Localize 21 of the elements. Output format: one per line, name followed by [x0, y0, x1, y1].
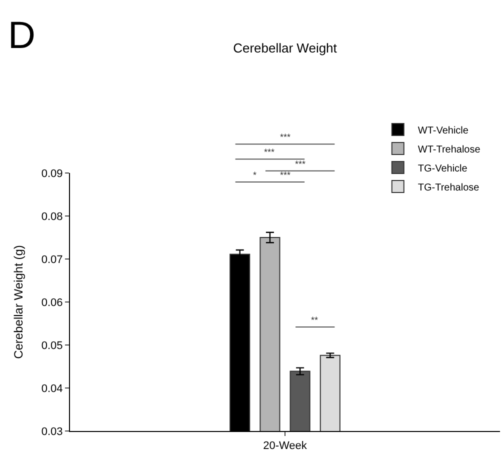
text: D [8, 15, 36, 57]
y-tick-label: 0.03 [41, 426, 63, 438]
legend-label: WT-Trehalose [418, 144, 481, 156]
y-tick-label: 0.07 [41, 254, 63, 266]
y-tick-label: 0.08 [41, 210, 63, 223]
annotation: * [253, 170, 257, 180]
y-tick-label: 0.09 [41, 168, 63, 180]
legend-label: TG-Trehalose [418, 182, 480, 194]
text: *** [264, 147, 276, 157]
y-axis-title: Cerebellar Weight (g) [12, 245, 26, 359]
legend-label: TG-Vehicle [418, 163, 468, 174]
x-tick-label: 20-Week [263, 440, 308, 452]
y-tick-label: 0.04 [41, 382, 63, 395]
annotation: ** [311, 315, 318, 325]
y-tick-label: 0.06 [41, 296, 63, 309]
chart-title: Cerebellar Weight [233, 40, 338, 56]
text: *** [280, 132, 292, 142]
text: *** [295, 159, 306, 169]
y-tick-label: 0.05 [41, 340, 63, 352]
annotation: *** [280, 170, 292, 180]
legend-label: WT-Vehicle [418, 125, 469, 136]
